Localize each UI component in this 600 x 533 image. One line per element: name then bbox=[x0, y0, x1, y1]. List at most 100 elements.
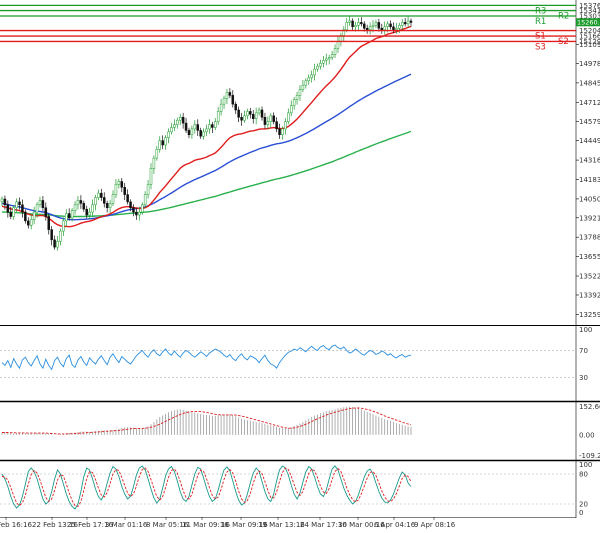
candle-body bbox=[322, 60, 325, 64]
time-tick-label: 25 Feb 17:16 bbox=[67, 521, 113, 529]
candle-body bbox=[0, 198, 4, 203]
candle-body bbox=[383, 26, 386, 30]
candle-body bbox=[237, 109, 240, 118]
candle-body bbox=[158, 140, 162, 150]
candle-body bbox=[44, 207, 48, 217]
candle-body bbox=[348, 20, 351, 23]
candle-body bbox=[65, 213, 68, 222]
rsi-tick-label: 100 bbox=[579, 326, 592, 334]
candle-body bbox=[211, 124, 214, 128]
candle-body bbox=[105, 203, 109, 208]
candle-body bbox=[222, 98, 226, 105]
panel-frames bbox=[0, 0, 600, 518]
candle-body bbox=[178, 117, 182, 121]
last-price-tag bbox=[576, 18, 600, 27]
candle-body bbox=[196, 124, 199, 131]
candle-body bbox=[67, 213, 71, 219]
candle-body bbox=[3, 198, 7, 206]
time-tick-label: 11 Mar 09:16 bbox=[182, 521, 229, 529]
candle-body bbox=[173, 124, 176, 128]
time-tick-label: 6 Apr 04:16 bbox=[374, 521, 416, 529]
rsi-tick-label: 70 bbox=[579, 347, 588, 355]
candle-body bbox=[363, 23, 366, 29]
macd-panel: 152.66 0.00 -109.25 bbox=[1, 403, 600, 460]
candle-body bbox=[114, 184, 118, 195]
candle-body bbox=[295, 95, 299, 101]
price-tick-label: 13259.5 bbox=[579, 311, 600, 319]
candle-body bbox=[135, 211, 138, 216]
candle-body bbox=[205, 128, 208, 133]
stoch-k-line bbox=[1, 465, 412, 510]
candle-body bbox=[345, 22, 348, 30]
stochastic-panel: 100 80 200 bbox=[0, 461, 592, 517]
candle-body bbox=[240, 117, 243, 121]
price-tick-label: 13655.0 bbox=[579, 253, 600, 261]
time-tick-label: 30 Mar 00:16 bbox=[338, 521, 385, 529]
price-tick-label: 14579.9 bbox=[579, 118, 600, 126]
price-tick-label: 14845.5 bbox=[579, 79, 600, 87]
candle-body bbox=[70, 210, 74, 219]
candle-body bbox=[389, 23, 392, 28]
last-price-label: 15260.9 bbox=[577, 19, 600, 27]
stoch-tick-label: 0 bbox=[579, 509, 583, 517]
candle-body bbox=[143, 194, 147, 206]
candle-body bbox=[386, 23, 389, 28]
candle-body bbox=[284, 121, 287, 130]
candle-body bbox=[193, 124, 197, 130]
candle-body bbox=[409, 20, 413, 23]
candle-body bbox=[310, 74, 313, 79]
ma-blue-line bbox=[1, 73, 412, 221]
candle-body bbox=[187, 130, 191, 136]
time-tick-label: 24 Mar 17:16 bbox=[300, 521, 347, 529]
candle-body bbox=[132, 207, 135, 213]
candle-body bbox=[56, 241, 59, 248]
candle-body bbox=[170, 127, 173, 133]
candle-body bbox=[287, 112, 290, 122]
candle-body bbox=[202, 131, 205, 137]
stoch-d-line bbox=[1, 467, 412, 508]
candle-body bbox=[41, 200, 45, 208]
candle-body bbox=[94, 197, 97, 206]
candle-body bbox=[152, 157, 156, 169]
time-tick-label: 19 Mar 13:16 bbox=[258, 521, 305, 529]
time-tick-label: 9 Apr 08:16 bbox=[414, 521, 456, 529]
candle-body bbox=[228, 92, 232, 96]
price-tick-label: 14978.5 bbox=[579, 60, 600, 68]
candle-body bbox=[29, 219, 33, 226]
level-label-s3: S3 bbox=[535, 42, 546, 52]
candle-body bbox=[9, 211, 13, 217]
candle-body bbox=[38, 200, 42, 206]
price-tick-label: 13522.0 bbox=[579, 273, 600, 281]
candle-body bbox=[164, 137, 167, 146]
level-label-r1: R1 bbox=[535, 17, 546, 27]
candle-body bbox=[325, 58, 328, 61]
candle-body bbox=[216, 111, 220, 122]
candle-body bbox=[129, 201, 132, 208]
price-tick-label: 15129.7 bbox=[579, 38, 600, 46]
candle-body bbox=[117, 181, 121, 185]
candle-body bbox=[140, 204, 144, 213]
time-tick-label: 8 Mar 05:16 bbox=[146, 521, 189, 529]
candle-body bbox=[251, 114, 255, 119]
candle-body bbox=[278, 128, 281, 136]
candle-body bbox=[176, 119, 179, 125]
price-tick-label: 14050.5 bbox=[579, 195, 600, 203]
candle-body bbox=[260, 109, 264, 118]
candle-body bbox=[392, 26, 395, 30]
candle-body bbox=[254, 112, 258, 119]
candle-body bbox=[190, 128, 194, 136]
level-label-r3: R3 bbox=[535, 6, 546, 16]
candle-body bbox=[59, 230, 62, 242]
candle-body bbox=[327, 57, 331, 60]
candle-body bbox=[354, 25, 357, 28]
candle-body bbox=[50, 229, 53, 241]
candle-body bbox=[35, 204, 39, 213]
candle-body bbox=[208, 124, 211, 130]
price-tick-label: 15341.4 bbox=[579, 7, 600, 15]
candle-body bbox=[167, 131, 170, 138]
candle-body bbox=[32, 211, 36, 220]
candle-body bbox=[27, 220, 30, 226]
candle-body bbox=[62, 220, 65, 232]
candle-body bbox=[313, 68, 316, 76]
